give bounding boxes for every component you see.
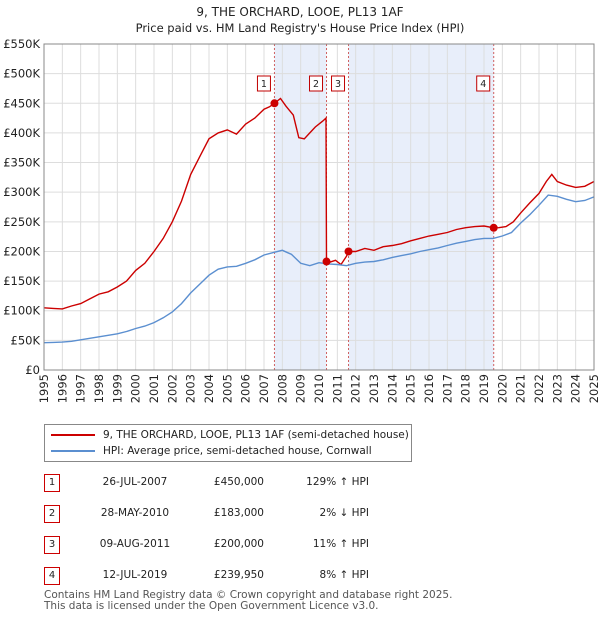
legend-swatch-property: [51, 434, 95, 436]
x-tick-label: 2025: [587, 374, 600, 403]
sale-label: 4: [480, 79, 486, 90]
legend-label-hpi: HPI: Average price, semi-detached house,…: [103, 445, 372, 457]
y-tick-label: £400K: [3, 126, 40, 140]
x-tick-label: 2016: [422, 374, 436, 403]
sale-hpi-change: 129% ↑ HPI: [306, 476, 369, 488]
x-tick-label: 1998: [92, 374, 106, 403]
x-tick-label: 2014: [385, 374, 399, 403]
x-tick-label: 2012: [349, 374, 363, 403]
x-tick-label: 2021: [514, 374, 528, 403]
legend-label-property: 9, THE ORCHARD, LOOE, PL13 1AF (semi-det…: [103, 429, 409, 441]
y-tick-label: £0: [25, 363, 40, 377]
y-tick-label: £150K: [3, 274, 40, 288]
legend: 9, THE ORCHARD, LOOE, PL13 1AF (semi-det…: [44, 424, 412, 462]
sale-point: [270, 99, 279, 108]
sale-price: £200,000: [213, 538, 264, 550]
y-tick-label: £300K: [3, 185, 40, 199]
legend-item-hpi: HPI: Average price, semi-detached house,…: [51, 443, 372, 459]
sale-point: [489, 223, 498, 232]
sale-number-badge: 2: [44, 505, 60, 523]
chart-title: 9, THE ORCHARD, LOOE, PL13 1AF: [196, 5, 403, 19]
sale-row: 4 12-JUL-2019 £239,950 8% ↑ HPI: [44, 567, 424, 587]
sale-date: 09-AUG-2011: [99, 538, 171, 550]
sale-number-badge: 1: [44, 474, 60, 492]
sale-label-box: [331, 75, 346, 92]
sale-price: £183,000: [213, 507, 264, 519]
sale-label: 3: [335, 79, 341, 90]
x-tick-label: 1996: [55, 374, 69, 403]
sale-row: 3 09-AUG-2011 £200,000 11% ↑ HPI: [44, 536, 424, 556]
sale-label-box: [256, 75, 271, 92]
x-tick-label: 2017: [440, 374, 454, 403]
y-tick-label: £450K: [3, 96, 40, 110]
x-tick-label: 2013: [367, 374, 381, 403]
legend-swatch-hpi: [51, 450, 95, 452]
sale-point: [344, 247, 353, 256]
sale-price: £239,950: [213, 569, 264, 581]
sale-number-badge: 4: [44, 567, 60, 585]
x-tick-label: 2022: [532, 374, 546, 403]
sale-hpi-change: 11% ↑ HPI: [312, 538, 369, 550]
sale-label: 2: [313, 79, 319, 90]
x-tick-label: 2009: [294, 374, 308, 403]
x-tick-label: 2023: [550, 374, 564, 403]
sale-label-box: [476, 75, 491, 92]
footer-line-licence: This data is licensed under the Open Gov…: [44, 600, 379, 612]
sale-point: [322, 257, 331, 266]
x-tick-label: 2020: [495, 374, 509, 403]
x-tick-label: 2002: [165, 374, 179, 403]
hpi-line: [43, 194, 595, 344]
x-tick-label: 2006: [239, 374, 253, 403]
x-tick-label: 2015: [404, 374, 418, 403]
y-tick-label: £50K: [11, 333, 41, 347]
y-tick-label: £100K: [3, 304, 40, 318]
x-tick-label: 2004: [202, 374, 216, 403]
plot-frame: [43, 43, 595, 371]
x-tick-label: 1999: [110, 374, 124, 403]
sale-row: 1 26-JUL-2007 £450,000 129% ↑ HPI: [44, 474, 424, 494]
sale-label: 1: [261, 79, 267, 90]
chart-subtitle: Price paid vs. HM Land Registry's House …: [136, 21, 465, 35]
x-tick-label: 2008: [275, 374, 289, 403]
property-price-line: [43, 97, 595, 310]
sale-price: £450,000: [213, 476, 264, 488]
x-tick-label: 2007: [257, 374, 271, 403]
x-tick-label: 2001: [147, 374, 161, 403]
footer-line-copyright: Contains HM Land Registry data © Crown c…: [44, 589, 453, 601]
x-tick-label: 1995: [37, 374, 51, 403]
sale-label-box: [309, 75, 324, 92]
x-tick-label: 2003: [184, 374, 198, 403]
y-tick-label: £350K: [3, 156, 40, 170]
x-tick-label: 2024: [569, 374, 583, 403]
x-tick-label: 1997: [74, 374, 88, 403]
legend-item-property: 9, THE ORCHARD, LOOE, PL13 1AF (semi-det…: [51, 427, 409, 443]
sale-date: 26-JUL-2007: [102, 476, 168, 488]
sale-hpi-change: 8% ↑ HPI: [319, 569, 369, 581]
y-tick-label: £250K: [3, 215, 40, 229]
sale-hpi-change: 2% ↓ HPI: [319, 507, 369, 519]
y-tick-label: £500K: [3, 67, 40, 81]
footer-notice: Contains HM Land Registry data © Crown c…: [44, 590, 452, 612]
x-tick-label: 2000: [129, 374, 143, 403]
x-tick-label: 2010: [312, 374, 326, 403]
sale-row: 2 28-MAY-2010 £183,000 2% ↓ HPI: [44, 505, 424, 525]
sale-date: 12-JUL-2019: [102, 569, 168, 581]
y-tick-label: £200K: [3, 244, 40, 258]
price-chart: 9, THE ORCHARD, LOOE, PL13 1AF Price pai…: [3, 5, 600, 403]
shaded-period: [348, 44, 494, 370]
sale-date: 28-MAY-2010: [100, 507, 170, 519]
sale-number-badge: 3: [44, 536, 60, 554]
x-tick-label: 2011: [330, 374, 344, 403]
x-tick-label: 2019: [477, 374, 491, 403]
x-tick-label: 2018: [459, 374, 473, 403]
x-tick-label: 2005: [220, 374, 234, 403]
y-tick-label: £550K: [3, 37, 40, 51]
